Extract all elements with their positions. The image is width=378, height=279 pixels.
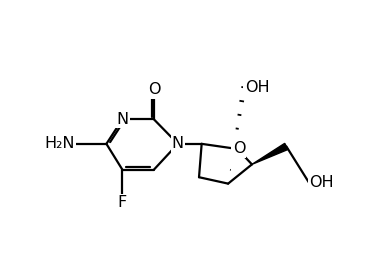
Text: N: N [116, 112, 129, 127]
Polygon shape [252, 143, 288, 164]
Text: O: O [148, 83, 160, 97]
Text: O: O [233, 141, 245, 157]
Text: OH: OH [245, 80, 270, 95]
Text: H₂N: H₂N [44, 136, 74, 151]
Text: N: N [172, 136, 184, 151]
Text: OH: OH [310, 175, 334, 190]
Text: F: F [118, 195, 127, 210]
